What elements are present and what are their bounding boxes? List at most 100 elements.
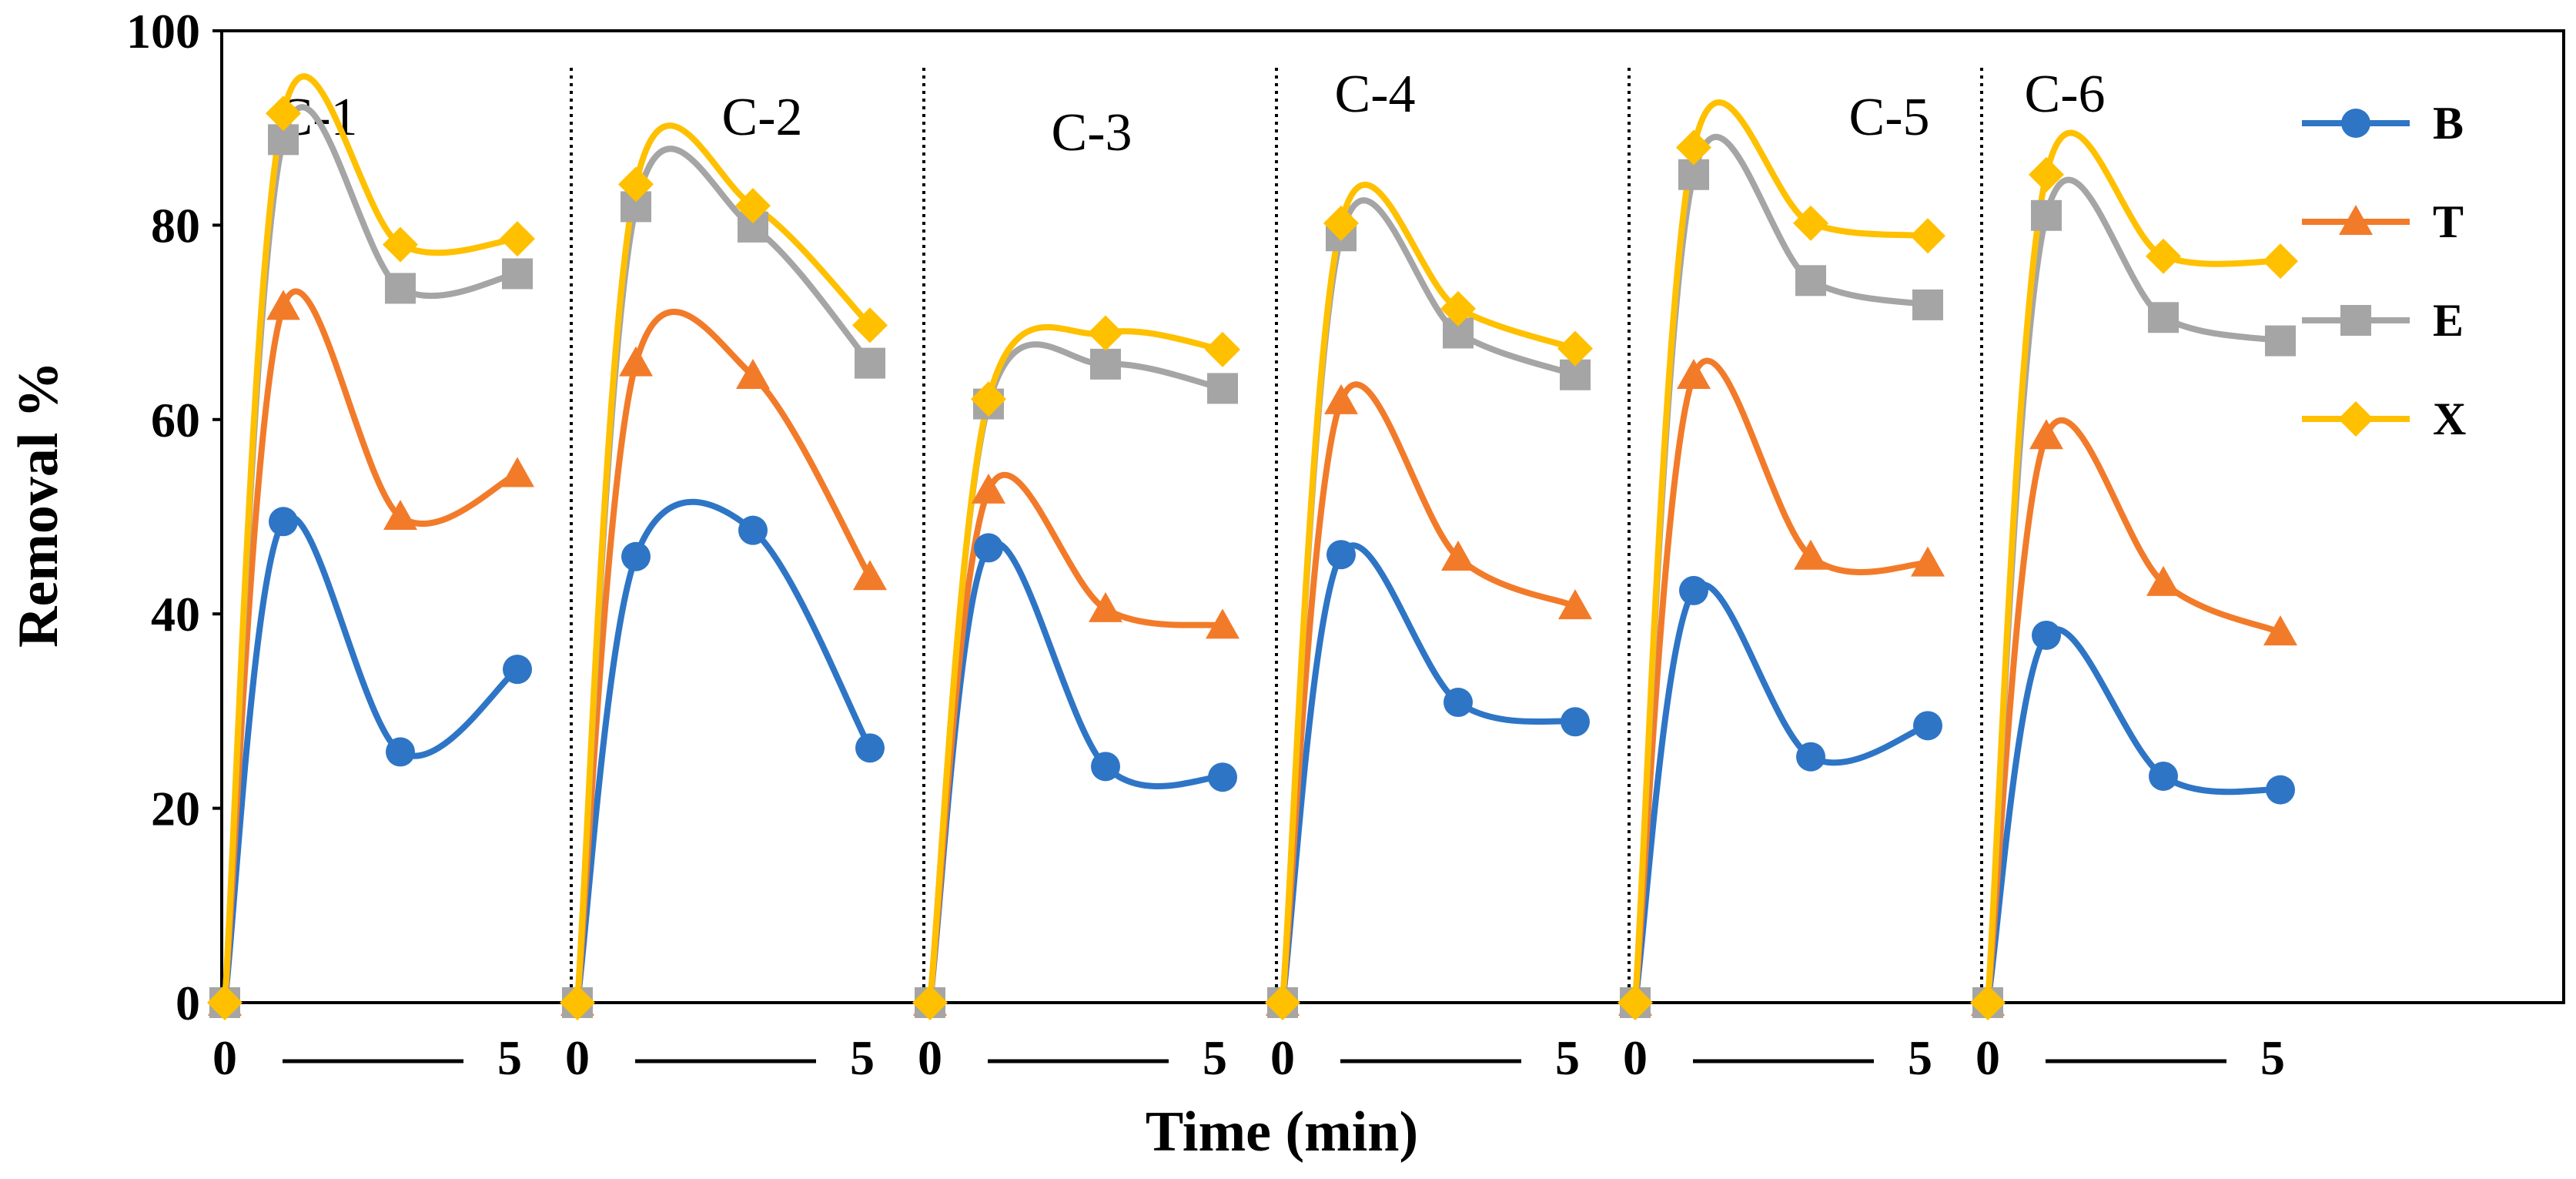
legend-marker <box>2340 305 2371 336</box>
data-point-e <box>1795 265 1826 296</box>
x-tick-label-start: 0 <box>1623 1030 1648 1085</box>
legend-marker <box>2341 109 2370 138</box>
data-point-x <box>560 985 595 1020</box>
data-point-x <box>2263 243 2298 280</box>
y-tick-label: 0 <box>176 976 200 1030</box>
panel-label: C-3 <box>1052 103 1132 162</box>
legend-label: T <box>2433 196 2464 247</box>
x-tick-label-end: 5 <box>1203 1030 1227 1085</box>
legend-item-t: T <box>2302 196 2464 247</box>
data-point-b <box>503 655 532 685</box>
data-point-e <box>2031 199 2062 231</box>
x-tick-label-end: 5 <box>850 1030 875 1085</box>
data-point-b <box>1326 540 1356 570</box>
plot-frame <box>220 29 2565 1004</box>
panel-separators <box>570 68 1983 1003</box>
data-point-x <box>1088 315 1123 351</box>
data-point-x <box>1970 985 2006 1020</box>
data-point-b <box>1444 688 1473 718</box>
data-point-t <box>736 359 770 390</box>
x-tick-label-end: 5 <box>2260 1030 2285 1085</box>
series-line-t <box>1985 417 2282 1003</box>
data-point-t <box>266 290 300 320</box>
data-point-x <box>971 381 1006 417</box>
y-tick-label: 20 <box>151 782 200 836</box>
panel-c-2: C-2 0 5 <box>560 88 888 1085</box>
data-point-b <box>1561 707 1590 737</box>
panel-label: C-2 <box>722 88 803 147</box>
data-point-b <box>2149 761 2178 791</box>
data-point-b <box>974 533 1003 563</box>
legend-marker <box>2339 205 2373 235</box>
series-line-b <box>574 498 873 1003</box>
x-tick-label-start: 0 <box>918 1030 942 1085</box>
data-point-e <box>855 347 885 379</box>
legend-item-b: B <box>2302 98 2464 149</box>
data-point-x <box>1793 205 1828 241</box>
data-point-x <box>1910 218 1945 254</box>
x-tick-label-end: 5 <box>497 1030 522 1085</box>
data-point-b <box>1913 711 1942 741</box>
data-point-b <box>1679 575 1708 605</box>
data-point-e <box>1207 373 1238 404</box>
data-point-t <box>1089 591 1122 622</box>
data-point-x <box>500 221 535 257</box>
panel-c-4: C-4 0 5 <box>1265 65 1593 1085</box>
data-point-x <box>735 188 771 224</box>
data-point-x <box>383 226 418 263</box>
data-point-b <box>2032 620 2061 650</box>
data-point-b <box>1796 742 1825 772</box>
x-tick-label-start: 0 <box>565 1030 590 1085</box>
x-tick-label-start: 0 <box>1975 1030 2000 1085</box>
data-point-e <box>1090 348 1121 380</box>
panel-label: C-4 <box>1335 65 1416 124</box>
series-line-x <box>574 122 872 1003</box>
x-tick-label-end: 5 <box>1908 1030 1932 1085</box>
y-tick-label: 100 <box>126 4 200 59</box>
panel-c-6: C-6 0 5 <box>1970 65 2298 1085</box>
data-point-x <box>2146 238 2181 274</box>
data-point-b <box>1208 762 1237 792</box>
series-line-x <box>1985 129 2281 1003</box>
axes: 0 20 40 60 80 100 <box>126 4 2565 1030</box>
data-point-b <box>855 733 885 763</box>
legend-label: E <box>2433 295 2464 346</box>
data-point-b <box>738 515 768 545</box>
data-point-x <box>618 166 654 203</box>
data-point-x <box>1205 331 1240 367</box>
series-line-x <box>222 73 518 1003</box>
series-line-x <box>927 323 1223 1003</box>
series-line-b <box>222 514 520 1003</box>
data-point-e <box>385 273 416 304</box>
series-line-t <box>1280 381 1577 1003</box>
data-point-t <box>1677 359 1711 390</box>
y-axis-title: Removal % <box>7 361 70 648</box>
data-point-t <box>1911 546 1945 577</box>
x-tick-label-start: 0 <box>212 1030 237 1085</box>
x-axis-title: Time (min) <box>1146 1100 1418 1164</box>
data-point-t <box>1206 608 1239 639</box>
series-line-b <box>1632 581 1929 1003</box>
panel-c-1: C-10 5 <box>207 73 535 1085</box>
data-point-t <box>2029 419 2063 450</box>
data-point-b <box>2266 775 2295 805</box>
data-point-t <box>383 500 417 530</box>
data-point-e <box>2265 325 2296 357</box>
data-point-x <box>912 985 948 1020</box>
series-line-b <box>1985 626 2281 1003</box>
panel-label: C-5 <box>1849 88 1930 147</box>
panel-c-3: C-3 0 5 <box>912 103 1240 1085</box>
series-line-e <box>927 341 1223 1003</box>
data-point-x <box>1265 985 1300 1020</box>
panel-label: C-6 <box>2025 65 2106 124</box>
data-point-b <box>1091 752 1120 782</box>
data-point-t <box>1441 541 1475 571</box>
data-point-e <box>1912 289 1943 320</box>
data-point-x <box>1323 205 1359 241</box>
series-line-x <box>1280 182 1577 1003</box>
legend-label: B <box>2433 98 2464 149</box>
panel-c-5: C-5 0 5 <box>1618 88 1945 1085</box>
data-point-x <box>1676 129 1711 166</box>
legend-marker <box>2338 401 2374 437</box>
